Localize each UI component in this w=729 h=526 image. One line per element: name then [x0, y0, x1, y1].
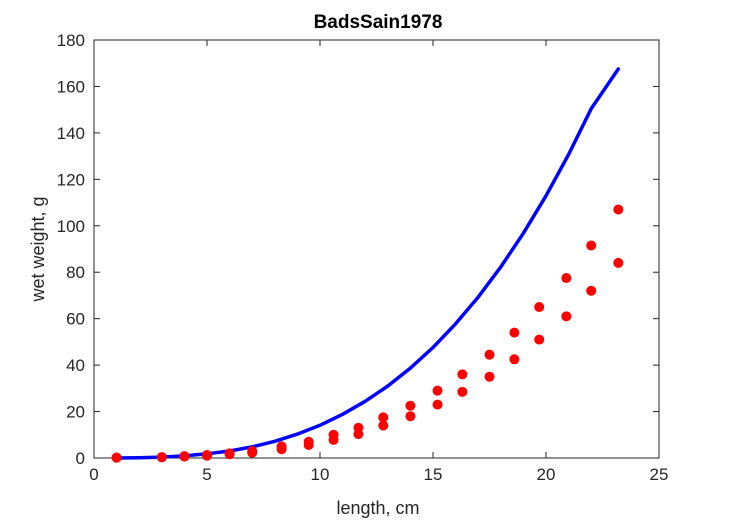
y-axis-label: wet weight, g: [28, 196, 48, 302]
plot-area-frame: [93, 39, 660, 459]
y-axis-ticks: 0 20 40 60 80 100 120 140 160 180: [57, 31, 659, 468]
x-axis-ticks: 0 5 10 15 20 25: [89, 40, 668, 484]
data-point: [561, 311, 572, 322]
y-tick-label: 120: [57, 170, 85, 189]
data-point: [303, 439, 314, 450]
data-point: [561, 273, 572, 284]
x-tick-label: 15: [424, 465, 443, 484]
data-point: [534, 334, 545, 345]
data-point: [484, 371, 495, 382]
x-tick-label: 10: [311, 465, 330, 484]
data-point: [457, 369, 468, 380]
data-point: [405, 400, 416, 411]
axes-box: [93, 39, 660, 459]
data-point: [111, 452, 122, 463]
x-axis-label: length, cm: [336, 498, 419, 518]
data-point: [378, 420, 389, 431]
data-point: [432, 399, 443, 410]
y-tick-label: 180: [57, 31, 85, 50]
data-point: [179, 451, 190, 462]
data-point: [378, 412, 389, 423]
y-tick-label: 40: [66, 356, 85, 375]
data-point: [613, 257, 624, 268]
data-point: [432, 385, 443, 396]
data-point: [224, 449, 235, 460]
y-tick-label: 0: [76, 449, 85, 468]
data-point: [405, 411, 416, 422]
series-layer: [111, 67, 624, 463]
data-point: [247, 447, 258, 458]
data-point: [484, 349, 495, 360]
x-tick-label: 20: [537, 465, 556, 484]
x-tick-label: 0: [89, 465, 98, 484]
chart-title: BadsSain1978: [314, 12, 443, 33]
data-point: [586, 285, 597, 296]
data-point: [613, 204, 624, 215]
x-tick-label: 25: [650, 465, 669, 484]
y-tick-label: 140: [57, 124, 85, 143]
data-point: [457, 386, 468, 397]
y-tick-label: 80: [66, 263, 85, 282]
fit-curve-line: [114, 67, 621, 460]
data-point: [353, 429, 364, 440]
x-tick-label: 5: [202, 465, 211, 484]
y-tick-label: 160: [57, 77, 85, 96]
data-point: [156, 452, 167, 463]
data-point: [534, 302, 545, 313]
data-point: [586, 240, 597, 251]
data-point: [328, 434, 339, 445]
y-tick-label: 20: [66, 403, 85, 422]
y-tick-label: 60: [66, 310, 85, 329]
data-point: [509, 327, 520, 338]
data-point: [509, 354, 520, 365]
data-point: [202, 450, 212, 461]
data-point: [276, 444, 287, 455]
y-tick-label: 100: [57, 217, 85, 236]
